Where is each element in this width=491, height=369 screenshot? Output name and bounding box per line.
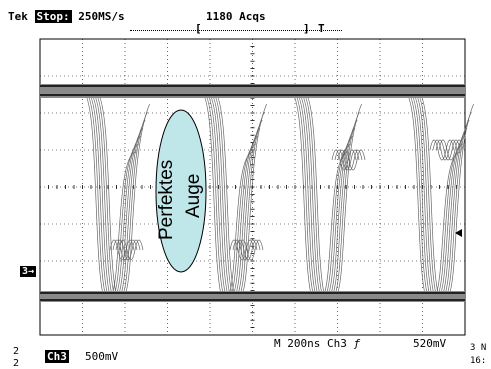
- eye-trace-transition: [299, 91, 321, 297]
- footer-fragment-left-bottom: 2: [13, 358, 20, 369]
- annotation-text-auge: Auge: [183, 174, 204, 218]
- eye-trace-transition: [295, 91, 317, 297]
- eye-trace-ringing: [337, 149, 363, 171]
- high-level-rail: [40, 84, 465, 98]
- eye-trace-ringing: [235, 239, 261, 261]
- footer-fragment-right-bottom: 16:: [470, 356, 487, 366]
- eye-trace-transition: [212, 91, 233, 297]
- eye-trace-transition: [241, 103, 267, 297]
- eye-trace-ringing: [429, 139, 455, 161]
- eye-trace-transition: [291, 91, 312, 297]
- eye-trace-transition: [331, 119, 358, 297]
- eye-trace-transition: [236, 119, 263, 297]
- eye-trace-transition: [297, 91, 319, 297]
- eye-trace-transition: [201, 91, 222, 297]
- eye-trace-ringing: [229, 239, 255, 261]
- eye-trace-transition: [416, 91, 437, 297]
- eye-trace-ringing: [118, 239, 144, 261]
- eye-trace-transition: [443, 119, 470, 297]
- eye-trace-transition: [94, 91, 115, 297]
- eye-trace-transition: [239, 111, 265, 297]
- eye-trace-ringing: [331, 149, 357, 171]
- eye-trace-transition: [413, 91, 435, 297]
- trigger-level-readout: 520mV: [413, 337, 447, 350]
- eye-trace-ringing: [115, 239, 141, 261]
- eye-trace-transition: [115, 135, 142, 297]
- eye-trace-transition: [209, 91, 231, 297]
- eye-trace-ringing: [435, 139, 461, 161]
- eye-trace-transition: [446, 111, 472, 297]
- record-view-line: [130, 30, 342, 31]
- run-state-badge[interactable]: Stop:: [34, 10, 72, 23]
- eye-trace-ringing: [238, 239, 264, 261]
- header-bar: Tek Stop: 250MS/s: [8, 10, 125, 23]
- trigger-position-marker[interactable]: T: [318, 22, 325, 35]
- footer-fragment-right-top: 3 N: [470, 343, 487, 353]
- eye-trace-transition: [293, 91, 314, 297]
- eye-trace-transition: [85, 91, 106, 297]
- eye-trace-ringing: [232, 239, 258, 261]
- record-bracket-left: [: [195, 22, 202, 35]
- eye-trace-transition: [117, 127, 144, 297]
- eye-trace-transition: [418, 91, 439, 297]
- eye-trace-transition: [205, 91, 227, 297]
- eye-trace-transition: [119, 119, 146, 297]
- eye-trace-transition: [411, 91, 433, 297]
- eye-trace-ringing: [109, 239, 135, 261]
- eye-trace-transition: [329, 127, 356, 297]
- timebase-text: M 200ns Ch3: [274, 337, 347, 350]
- brand-label: Tek: [8, 10, 28, 23]
- eye-trace-transition: [124, 103, 150, 297]
- eye-trace-transition: [405, 91, 426, 297]
- eye-trace-ringing: [438, 139, 464, 161]
- eye-trace-ringing: [432, 139, 458, 161]
- eye-trace-transition: [407, 91, 428, 297]
- eye-trace-transition: [96, 91, 117, 297]
- record-bracket-right: ]: [303, 22, 310, 35]
- eye-trace-transition: [439, 135, 466, 297]
- acquisitions-readout: 1180 Acqs: [206, 10, 266, 23]
- eye-trace-transition: [327, 135, 354, 297]
- eye-annotation-ellipse: [155, 109, 207, 273]
- eye-trace-ringing: [334, 149, 360, 171]
- eye-trace-transition: [89, 91, 111, 297]
- eye-trace-transition: [334, 111, 360, 297]
- trigger-level-arrow-icon: [455, 229, 462, 237]
- eye-trace-transition: [83, 91, 104, 297]
- eye-trace-transition: [87, 91, 109, 297]
- eye-trace-transition: [232, 135, 259, 297]
- eye-trace-ringing: [112, 239, 138, 261]
- eye-trace-ringing: [340, 149, 366, 171]
- eye-trace-transition: [203, 91, 224, 297]
- low-level-rail: [40, 291, 465, 302]
- sample-rate-readout: 250MS/s: [78, 10, 125, 23]
- eye-diagram-traces: [83, 91, 474, 297]
- timebase-readout: M 200ns Ch3 ƒ: [274, 337, 360, 350]
- trigger-slope-icon: ƒ: [353, 337, 361, 350]
- annotation-text-perfektes: Perfektes: [156, 160, 177, 240]
- eye-trace-transition: [304, 91, 325, 297]
- footer-fragment-left-top: 2: [13, 346, 20, 357]
- volts-per-div-readout: 500mV: [85, 350, 119, 363]
- eye-trace-transition: [207, 91, 229, 297]
- eye-trace-transition: [302, 91, 323, 297]
- eye-trace-transition: [448, 103, 474, 297]
- channel-badge[interactable]: Ch3: [45, 350, 69, 363]
- eye-trace-transition: [336, 103, 362, 297]
- eye-trace-transition: [214, 91, 235, 297]
- channel-ground-marker[interactable]: 3→: [20, 266, 37, 277]
- eye-trace-transition: [409, 91, 431, 297]
- eye-trace-transition: [234, 127, 261, 297]
- graticule-ticks: [39, 38, 466, 336]
- eye-trace-transition: [91, 91, 113, 297]
- eye-trace-transition: [441, 127, 468, 297]
- eye-trace-transition: [122, 111, 148, 297]
